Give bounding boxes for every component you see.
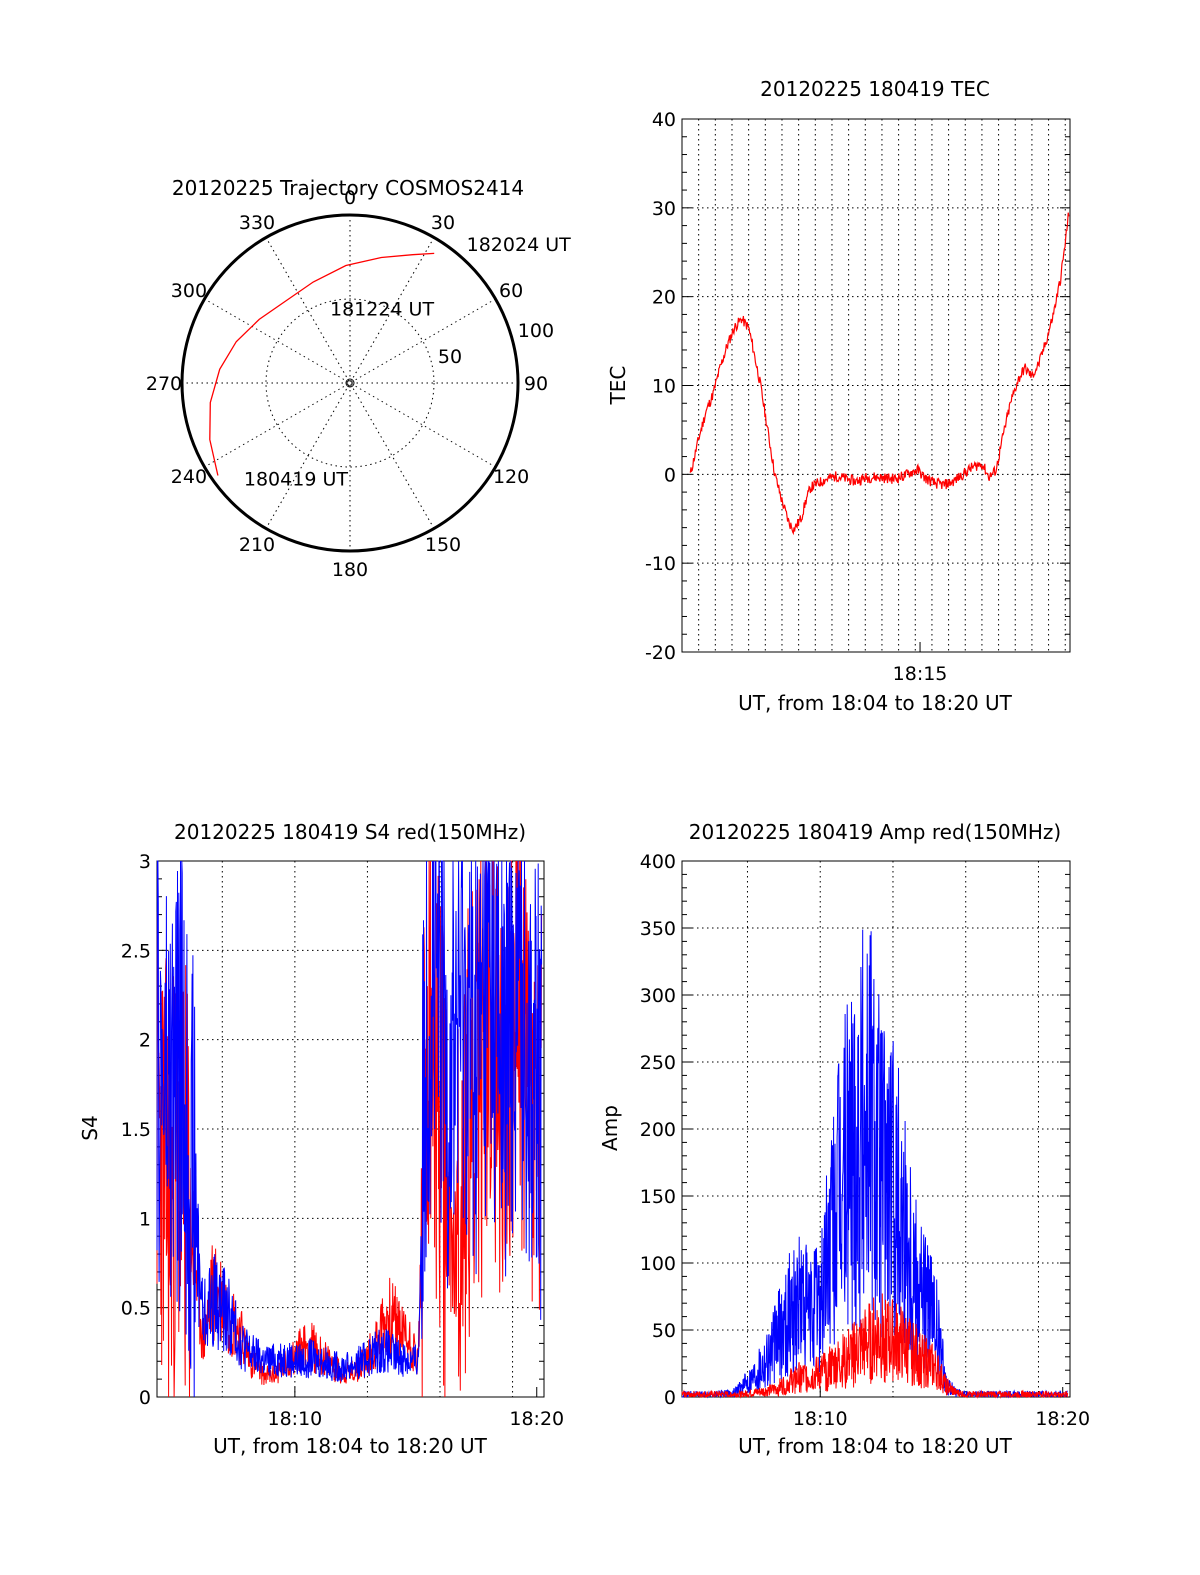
azimuth-label: 300 xyxy=(171,280,207,302)
tec-title: 20120225 180419 TEC xyxy=(760,77,990,101)
azimuth-label: 30 xyxy=(431,212,455,234)
s4-y-tick-label: 0 xyxy=(139,1387,151,1409)
amp-y-tick-label: 300 xyxy=(640,985,676,1007)
azimuth-label: 240 xyxy=(171,466,207,488)
azimuth-label: 180 xyxy=(332,559,368,581)
azimuth-label: 120 xyxy=(493,466,529,488)
polar-spoke xyxy=(265,237,435,529)
azimuth-label: 330 xyxy=(239,212,275,234)
tec-x-axis-label: UT, from 18:04 to 18:20 UT xyxy=(738,691,1013,715)
amp-y-tick-label: 50 xyxy=(652,1320,676,1342)
tec-y-axis-label: TEC xyxy=(606,366,630,406)
tec-y-tick-label: 40 xyxy=(652,109,676,131)
amp-title: 20120225 180419 Amp red(150MHz) xyxy=(689,820,1061,844)
tec-y-tick-label: 30 xyxy=(652,198,676,220)
amp-series-line xyxy=(681,1293,1069,1399)
s4-y-axis-label: S4 xyxy=(78,1115,102,1140)
s4-y-tick-label: 1.5 xyxy=(121,1119,151,1141)
tec-plot: 20120225 180419 TEC TEC UT, from 18:04 t… xyxy=(606,77,1071,715)
trajectory-time-label: 182024 UT xyxy=(467,234,571,256)
s4-y-tick-label: 0.5 xyxy=(121,1298,151,1320)
tec-x-tick-label: 18:15 xyxy=(893,663,948,685)
amp-y-tick-label: 100 xyxy=(640,1253,676,1275)
amp-y-tick-label: 250 xyxy=(640,1052,676,1074)
tec-y-tick-label: 0 xyxy=(664,464,676,486)
trajectory-time-label: 181224 UT xyxy=(330,298,434,320)
trajectory-time-label: 180419 UT xyxy=(244,469,348,491)
amp-y-tick-label: 150 xyxy=(640,1186,676,1208)
trajectory-polar-plot: 20120225 Trajectory COSMOS2414 0 30 60 90 12… xyxy=(146,176,571,581)
tec-plot-frame xyxy=(681,118,1071,653)
polar-spoke xyxy=(265,237,435,529)
s4-y-tick-label: 2.5 xyxy=(121,940,151,962)
azimuth-label: 0 xyxy=(344,187,356,209)
amp-y-tick-label: 350 xyxy=(640,918,676,940)
s4-plot: 20120225 180419 S4 red(150MHz) S4 UT, fr… xyxy=(78,820,564,1458)
azimuth-label: 60 xyxy=(499,280,523,302)
amp-plot: 20120225 180419 Amp red(150MHz) Amp UT, … xyxy=(598,820,1090,1458)
amp-y-tick-label: 0 xyxy=(664,1387,676,1409)
amp-x-tick-label: 18:10 xyxy=(793,1408,848,1430)
azimuth-label: 270 xyxy=(146,373,182,395)
amp-x-tick-label: 18:20 xyxy=(1035,1408,1090,1430)
trajectory-title: 20120225 Trajectory COSMOS2414 xyxy=(172,176,524,200)
tec-y-tick-label: 20 xyxy=(652,287,676,309)
s4-y-tick-label: 2 xyxy=(139,1030,151,1052)
polar-spoke xyxy=(204,298,496,468)
polar-center xyxy=(345,378,355,388)
s4-series-line xyxy=(156,860,543,1397)
azimuth-label: 90 xyxy=(524,373,548,395)
polar-spoke xyxy=(204,298,496,468)
s4-y-tick-label: 1 xyxy=(139,1208,151,1230)
tec-y-tick-label: -20 xyxy=(645,642,676,664)
amp-y-axis-label: Amp xyxy=(598,1105,622,1151)
s4-x-tick-label: 18:10 xyxy=(267,1408,322,1430)
ring-label: 100 xyxy=(518,320,554,342)
tec-y-tick-label: 10 xyxy=(652,376,676,398)
azimuth-label: 150 xyxy=(425,534,461,556)
ring-label: 50 xyxy=(438,346,462,368)
tec-y-tick-label: -10 xyxy=(645,553,676,575)
amp-y-tick-label: 400 xyxy=(640,851,676,873)
s4-y-tick-label: 3 xyxy=(139,851,151,873)
tec-series-line xyxy=(689,212,1070,536)
trajectory-track xyxy=(209,252,435,476)
s4-x-axis-label: UT, from 18:04 to 18:20 UT xyxy=(213,1434,488,1458)
polar-ring-50 xyxy=(265,298,435,468)
amp-x-axis-label: UT, from 18:04 to 18:20 UT xyxy=(738,1434,1013,1458)
azimuth-label: 210 xyxy=(239,534,275,556)
s4-x-tick-label: 18:20 xyxy=(509,1408,564,1430)
amp-y-tick-label: 200 xyxy=(640,1119,676,1141)
s4-title: 20120225 180419 S4 red(150MHz) xyxy=(174,820,526,844)
